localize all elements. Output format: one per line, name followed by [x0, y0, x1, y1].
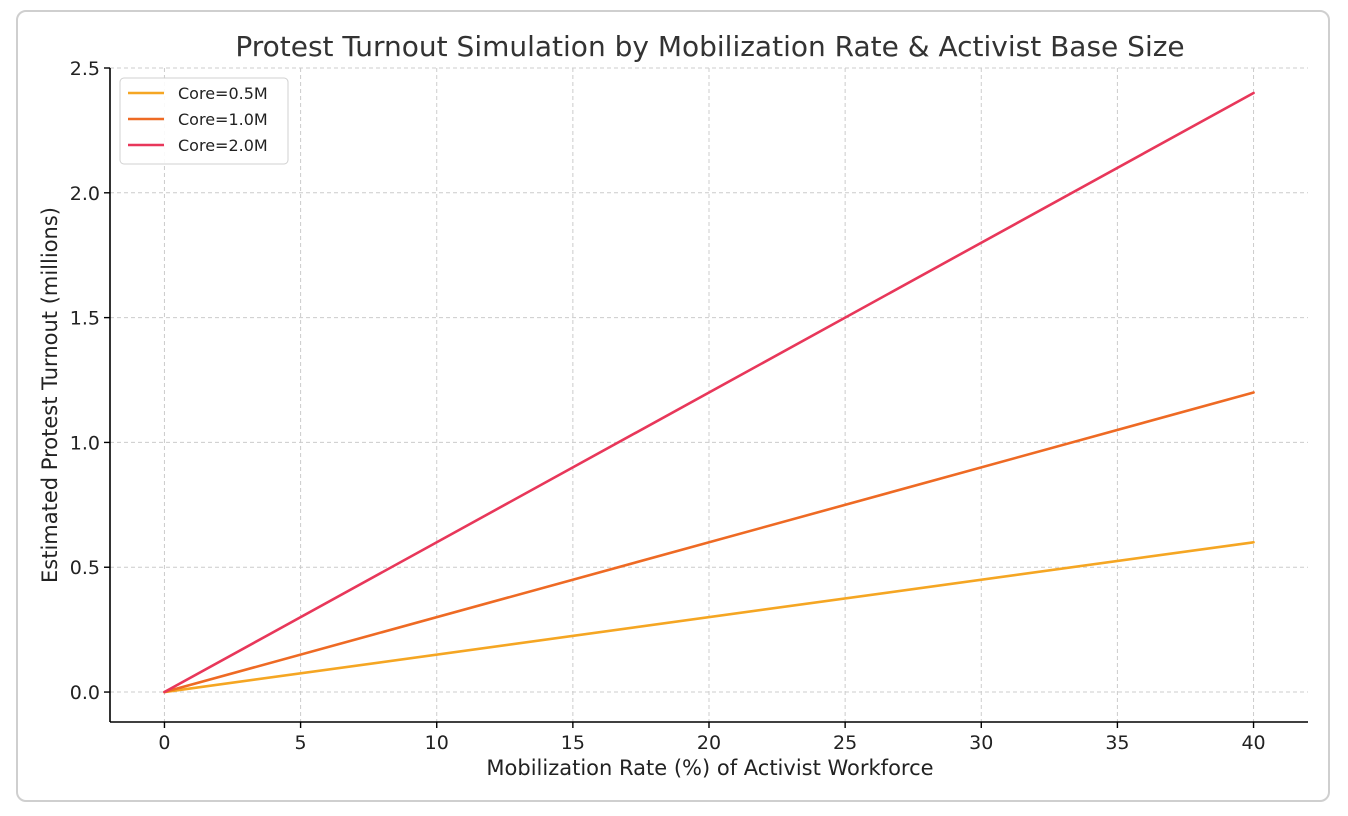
- x-axis-label: Mobilization Rate (%) of Activist Workfo…: [486, 756, 933, 780]
- y-tick-label: 0.0: [70, 682, 100, 704]
- series-line-core-1-0m: [163, 391, 1255, 694]
- series-line-core-0-5m: [163, 540, 1255, 694]
- legend-label: Core=1.0M: [178, 110, 268, 129]
- x-tick-label: 20: [697, 732, 721, 754]
- x-tick-label: 30: [969, 732, 993, 754]
- y-axis-label: Estimated Protest Turnout (millions): [38, 207, 62, 583]
- x-tick-label: 0: [158, 732, 170, 754]
- y-tick-label: 0.5: [70, 557, 100, 579]
- series-lines: [163, 91, 1255, 694]
- x-tick-label: 10: [425, 732, 449, 754]
- legend-box: [119, 77, 289, 165]
- y-tick-label: 2.5: [70, 58, 100, 80]
- y-ticks: 0.0 0.5 1.0 1.5 2.0 2.5: [70, 58, 110, 704]
- x-tick-label: 40: [1241, 732, 1265, 754]
- x-tick-label: 15: [561, 732, 585, 754]
- x-tick-label: 25: [833, 732, 857, 754]
- y-tick-label: 1.0: [70, 432, 100, 454]
- x-tick-label: 5: [295, 732, 307, 754]
- x-tick-label: 35: [1105, 732, 1129, 754]
- series-line-core-2-0m: [163, 91, 1255, 694]
- legend-label: Core=2.0M: [178, 136, 268, 155]
- y-tick-label: 1.5: [70, 308, 100, 330]
- legend-label: Core=0.5M: [178, 84, 268, 103]
- x-ticks: 0 5 10 15 20 25 30 35 40: [158, 722, 1266, 754]
- grid: [110, 67, 1308, 722]
- y-tick-label: 2.0: [70, 183, 100, 205]
- chart-title: Protest Turnout Simulation by Mobilizati…: [235, 30, 1184, 63]
- legend: Core=0.5M Core=1.0M Core=2.0M: [119, 77, 289, 165]
